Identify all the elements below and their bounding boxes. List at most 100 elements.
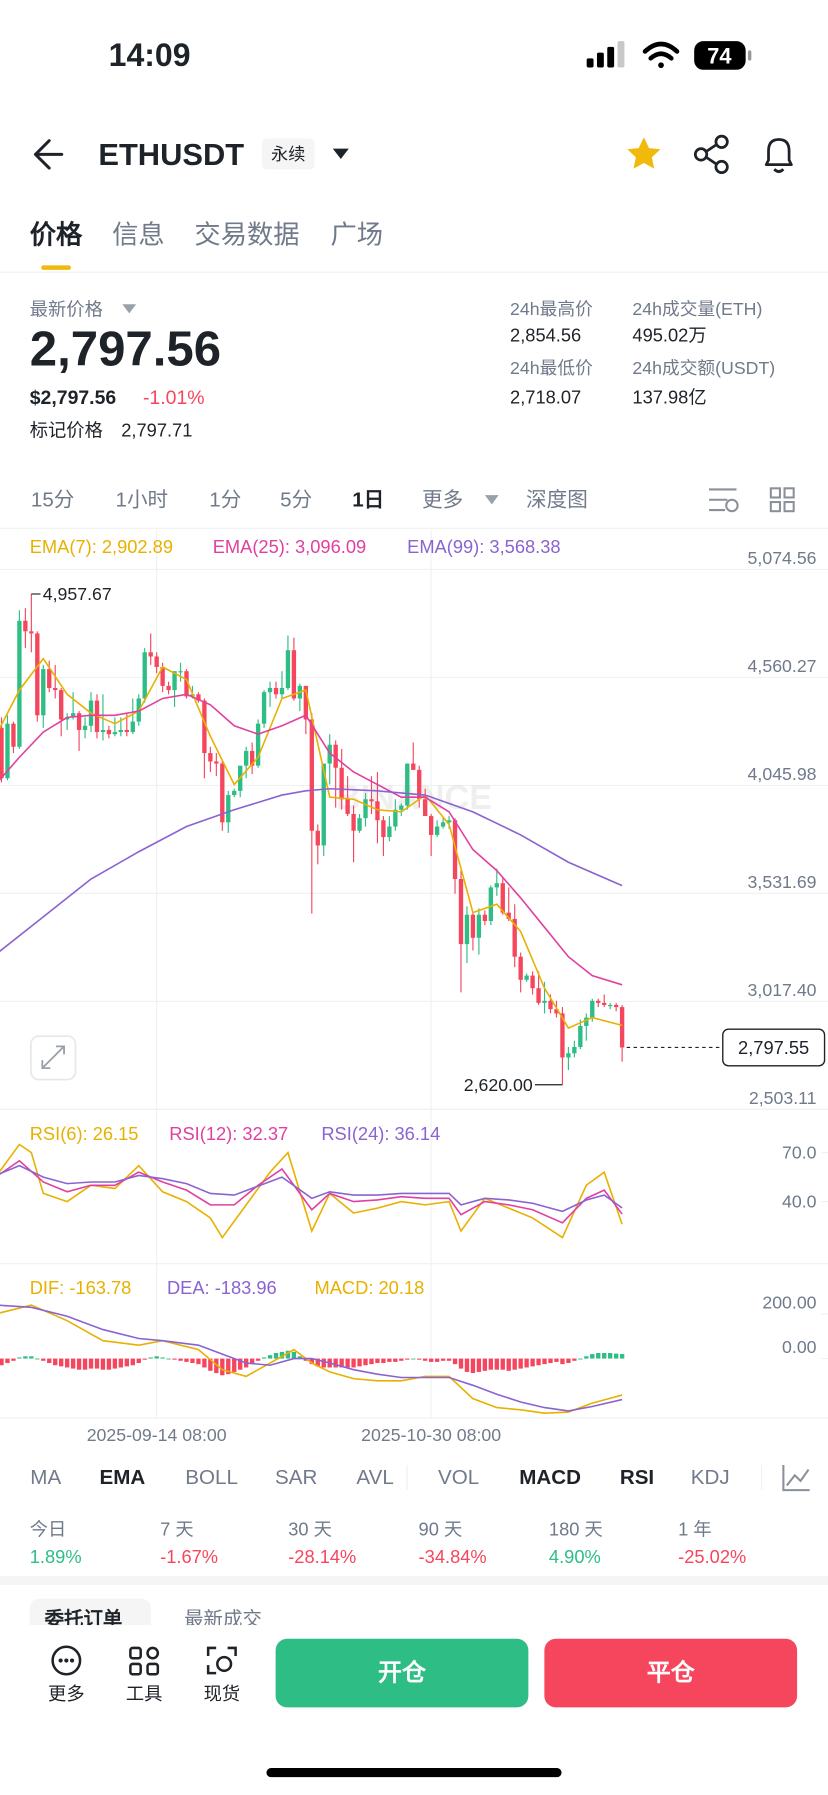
indicator-active[interactable]: MACD <box>519 1466 581 1489</box>
interval[interactable]: 1小时 <box>116 488 169 511</box>
tab[interactable]: 交易数据 <box>194 219 299 249</box>
macd-bar <box>500 1358 505 1370</box>
tab[interactable]: 价格 <box>30 219 83 249</box>
share-link <box>705 143 718 166</box>
expand-button[interactable] <box>30 1035 77 1081</box>
y-tick-label: 70.0 <box>782 1143 817 1163</box>
macd-bar <box>363 1358 368 1366</box>
tab[interactable]: 信息 <box>112 219 165 249</box>
indicator[interactable]: SAR <box>275 1466 317 1489</box>
battery-level: 74 <box>707 44 731 69</box>
favorite-star[interactable] <box>627 137 661 169</box>
indicator-active[interactable]: RSI <box>620 1466 654 1489</box>
close-button[interactable] <box>544 1638 798 1708</box>
stat-value: 2,718.07 <box>510 386 581 407</box>
y-tick-label: 4,045.98 <box>748 764 817 784</box>
candle-body <box>261 692 267 724</box>
price-dropdown[interactable] <box>122 304 137 314</box>
indicator[interactable]: BOLL <box>185 1466 238 1489</box>
close-button-label[interactable]: 平仓 <box>647 1659 696 1687</box>
macd-bar <box>369 1358 374 1365</box>
chart-settings[interactable] <box>709 488 739 513</box>
candle-body <box>512 918 517 957</box>
share-button[interactable] <box>693 134 729 175</box>
layout-cell <box>783 501 795 513</box>
layout-toggle[interactable] <box>769 487 795 513</box>
signal-icon <box>586 41 625 68</box>
tools-button[interactable]: 工具 <box>126 1646 163 1704</box>
symbol-dropdown[interactable] <box>332 148 349 159</box>
macd-bar <box>82 1358 88 1370</box>
interval[interactable]: 5分 <box>280 488 312 511</box>
candle-body <box>64 717 70 720</box>
home-indicator <box>266 1768 562 1778</box>
candle-body <box>434 826 440 835</box>
y-tick-label: 3,017.40 <box>748 980 817 1000</box>
order-tab[interactable]: 最新成交 <box>184 1608 262 1630</box>
expand-arrows <box>41 1045 65 1070</box>
interval[interactable]: 1分 <box>209 488 241 511</box>
macd-bar <box>512 1358 517 1370</box>
candle-body <box>506 912 511 919</box>
macd-bar <box>220 1358 225 1376</box>
indicator-line <box>0 693 623 986</box>
indicator-line <box>0 1159 623 1224</box>
macd-bar <box>452 1358 458 1365</box>
candle-body <box>17 620 22 747</box>
macd-bar <box>315 1358 320 1367</box>
candle-body <box>363 799 368 819</box>
candle-body <box>303 685 309 720</box>
interval-more[interactable]: 更多 <box>422 488 463 511</box>
macd-bar <box>226 1358 231 1375</box>
back-button[interactable] <box>33 139 64 170</box>
macd-bar <box>470 1358 476 1374</box>
macd-bar <box>232 1358 237 1372</box>
indicator[interactable]: KDJ <box>691 1466 730 1489</box>
open-button-label[interactable]: 开仓 <box>378 1659 427 1687</box>
interval-active[interactable]: 1日 <box>352 488 384 511</box>
open-button[interactable] <box>275 1638 529 1708</box>
macd-bar <box>136 1358 141 1364</box>
candle-body <box>112 732 118 735</box>
header: ETHUSDT 永续 <box>33 134 793 175</box>
indicator[interactable]: AVL <box>356 1466 393 1489</box>
candle-body <box>29 631 34 634</box>
period-label: 90 天 <box>419 1518 463 1539</box>
macd-bar <box>59 1358 64 1367</box>
indicator-settings[interactable] <box>782 1464 810 1492</box>
grid-layer: 2025-09-14 08:00 2025-10-30 08:00 BINANCE <box>0 529 828 1445</box>
period-change: 4.90% <box>549 1546 601 1567</box>
spot-button[interactable]: 现货 <box>204 1646 241 1704</box>
tab[interactable]: 广场 <box>331 219 384 249</box>
candle-body <box>411 763 416 770</box>
watermark: BINANCE <box>336 779 492 817</box>
last-price-box <box>722 1028 826 1067</box>
indicator[interactable]: MA <box>30 1466 61 1489</box>
macd-bar <box>411 1358 416 1360</box>
period-change: -28.14% <box>288 1546 356 1567</box>
indicator-active[interactable]: EMA <box>100 1466 146 1489</box>
legend-entry: EMA(7): 2,902.89 <box>30 536 173 557</box>
indicator[interactable]: VOL <box>438 1466 479 1489</box>
more-dropdown[interactable] <box>484 495 499 505</box>
macd-bar <box>482 1358 488 1371</box>
candle-body <box>172 671 177 691</box>
alert-button[interactable] <box>764 138 793 173</box>
indicator-line <box>0 1143 623 1239</box>
interval[interactable]: 15分 <box>31 488 74 511</box>
macd-bar <box>0 1358 4 1366</box>
more-button[interactable]: 更多 <box>48 1645 85 1704</box>
macd-bar <box>375 1358 380 1364</box>
stat-value: 137.98亿 <box>632 386 706 407</box>
performance-row: 今日 1.89% 7 天 -1.67% 30 天 -28.14% 90 天 -34.84% 18… <box>30 1518 747 1566</box>
depth-chart[interactable]: 深度图 <box>526 488 588 511</box>
symbol[interactable]: ETHUSDT <box>98 137 244 172</box>
y-tick-label: 3,531.69 <box>748 872 817 892</box>
macd-bar <box>148 1357 153 1359</box>
status-bar: 14:09 74 <box>109 37 752 73</box>
order-tab[interactable]: 委托订单 <box>44 1607 123 1630</box>
macd-bar <box>53 1358 58 1366</box>
candle-body <box>23 620 28 632</box>
candle-body <box>160 666 165 686</box>
candle-body <box>590 1000 595 1018</box>
